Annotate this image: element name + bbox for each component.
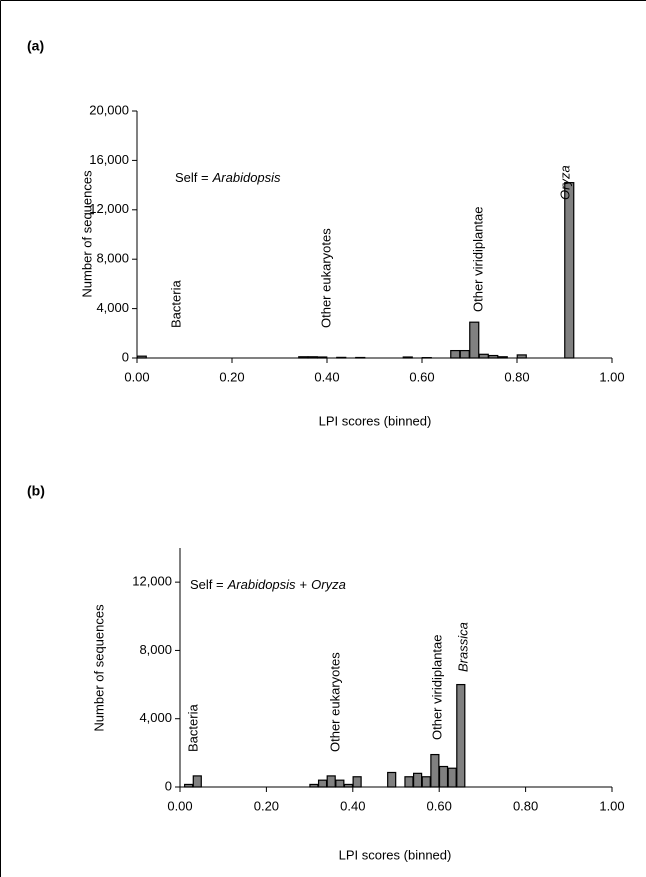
bar	[343, 783, 354, 788]
bar	[184, 783, 194, 788]
bar	[497, 356, 508, 359]
x-axis-label: LPI scores (binned)	[339, 847, 452, 862]
annotation: Oryza	[557, 165, 572, 200]
x-tick-label: 0.00	[124, 369, 149, 384]
bar	[335, 779, 345, 788]
y-tick-label: 16,000	[89, 152, 129, 167]
annotation: Bacteria	[168, 280, 183, 328]
y-tick-label: 20,000	[89, 102, 129, 117]
self-label: Self = Arabidopsis	[175, 170, 281, 185]
panel-label: (a)	[27, 38, 44, 54]
annotation: Other eukaryotes	[327, 652, 342, 752]
bar	[450, 349, 461, 359]
bar	[438, 765, 449, 788]
bar	[136, 355, 147, 359]
y-tick-label: 8,000	[139, 642, 172, 657]
y-tick-label: 4,000	[96, 300, 129, 315]
bar	[413, 772, 423, 788]
bar	[564, 182, 575, 359]
x-tick-label: 0.60	[409, 369, 434, 384]
self-label-part: +	[300, 577, 308, 592]
annotation: Brassica	[455, 622, 470, 672]
bar	[317, 356, 328, 359]
x-tick-label: 0.80	[513, 798, 538, 813]
bar	[430, 753, 440, 788]
annotation: Bacteria	[185, 704, 200, 752]
bar	[387, 771, 397, 788]
y-axis-label: Number of sequences	[79, 170, 94, 298]
bar	[307, 356, 318, 359]
self-label-part: Self =	[175, 170, 209, 185]
x-tick-label: 0.00	[167, 798, 192, 813]
bar	[447, 767, 457, 788]
bar	[298, 356, 309, 359]
x-tick-label: 0.20	[254, 798, 279, 813]
bar	[516, 354, 527, 359]
bar	[192, 775, 202, 788]
x-tick-label: 0.40	[314, 369, 339, 384]
x-axis-label: LPI scores (binned)	[319, 413, 432, 428]
annotation: Other viridiplantae	[470, 207, 485, 313]
x-tick-label: 0.40	[340, 798, 365, 813]
y-tick-label: 8,000	[96, 251, 129, 266]
bar	[459, 349, 470, 359]
x-tick-label: 0.60	[427, 798, 452, 813]
annotation: Other viridiplantae	[429, 635, 444, 741]
bar	[469, 321, 480, 359]
self-label: Self = Arabidopsis + Oryza	[190, 577, 346, 592]
bar	[352, 776, 362, 788]
bar	[336, 356, 347, 359]
y-tick-label: 12,000	[89, 201, 129, 216]
bar	[317, 779, 328, 788]
y-tick-label: 4,000	[139, 710, 172, 725]
bar	[488, 354, 499, 359]
self-label-part: Arabidopsis	[227, 577, 296, 592]
bar	[421, 776, 431, 788]
bar	[309, 783, 319, 788]
y-tick-label: 0	[122, 349, 129, 364]
annotation: Other eukaryotes	[318, 228, 333, 328]
x-tick-label: 1.00	[599, 798, 624, 813]
bar	[404, 776, 414, 788]
y-axis-label: Number of sequences	[91, 604, 106, 732]
self-label-part: Self =	[190, 577, 224, 592]
y-tick-label: 0	[165, 778, 172, 793]
x-tick-label: 0.20	[219, 369, 244, 384]
panel-label: (b)	[27, 483, 45, 499]
bar	[326, 775, 336, 788]
self-label-part: Oryza	[311, 577, 346, 592]
self-label-part: Arabidopsis	[212, 170, 281, 185]
x-tick-label: 1.00	[599, 369, 624, 384]
bar	[402, 356, 413, 359]
y-tick-label: 12,000	[132, 574, 172, 589]
x-tick-label: 0.80	[504, 369, 529, 384]
bar	[478, 353, 489, 359]
bar	[456, 683, 466, 788]
